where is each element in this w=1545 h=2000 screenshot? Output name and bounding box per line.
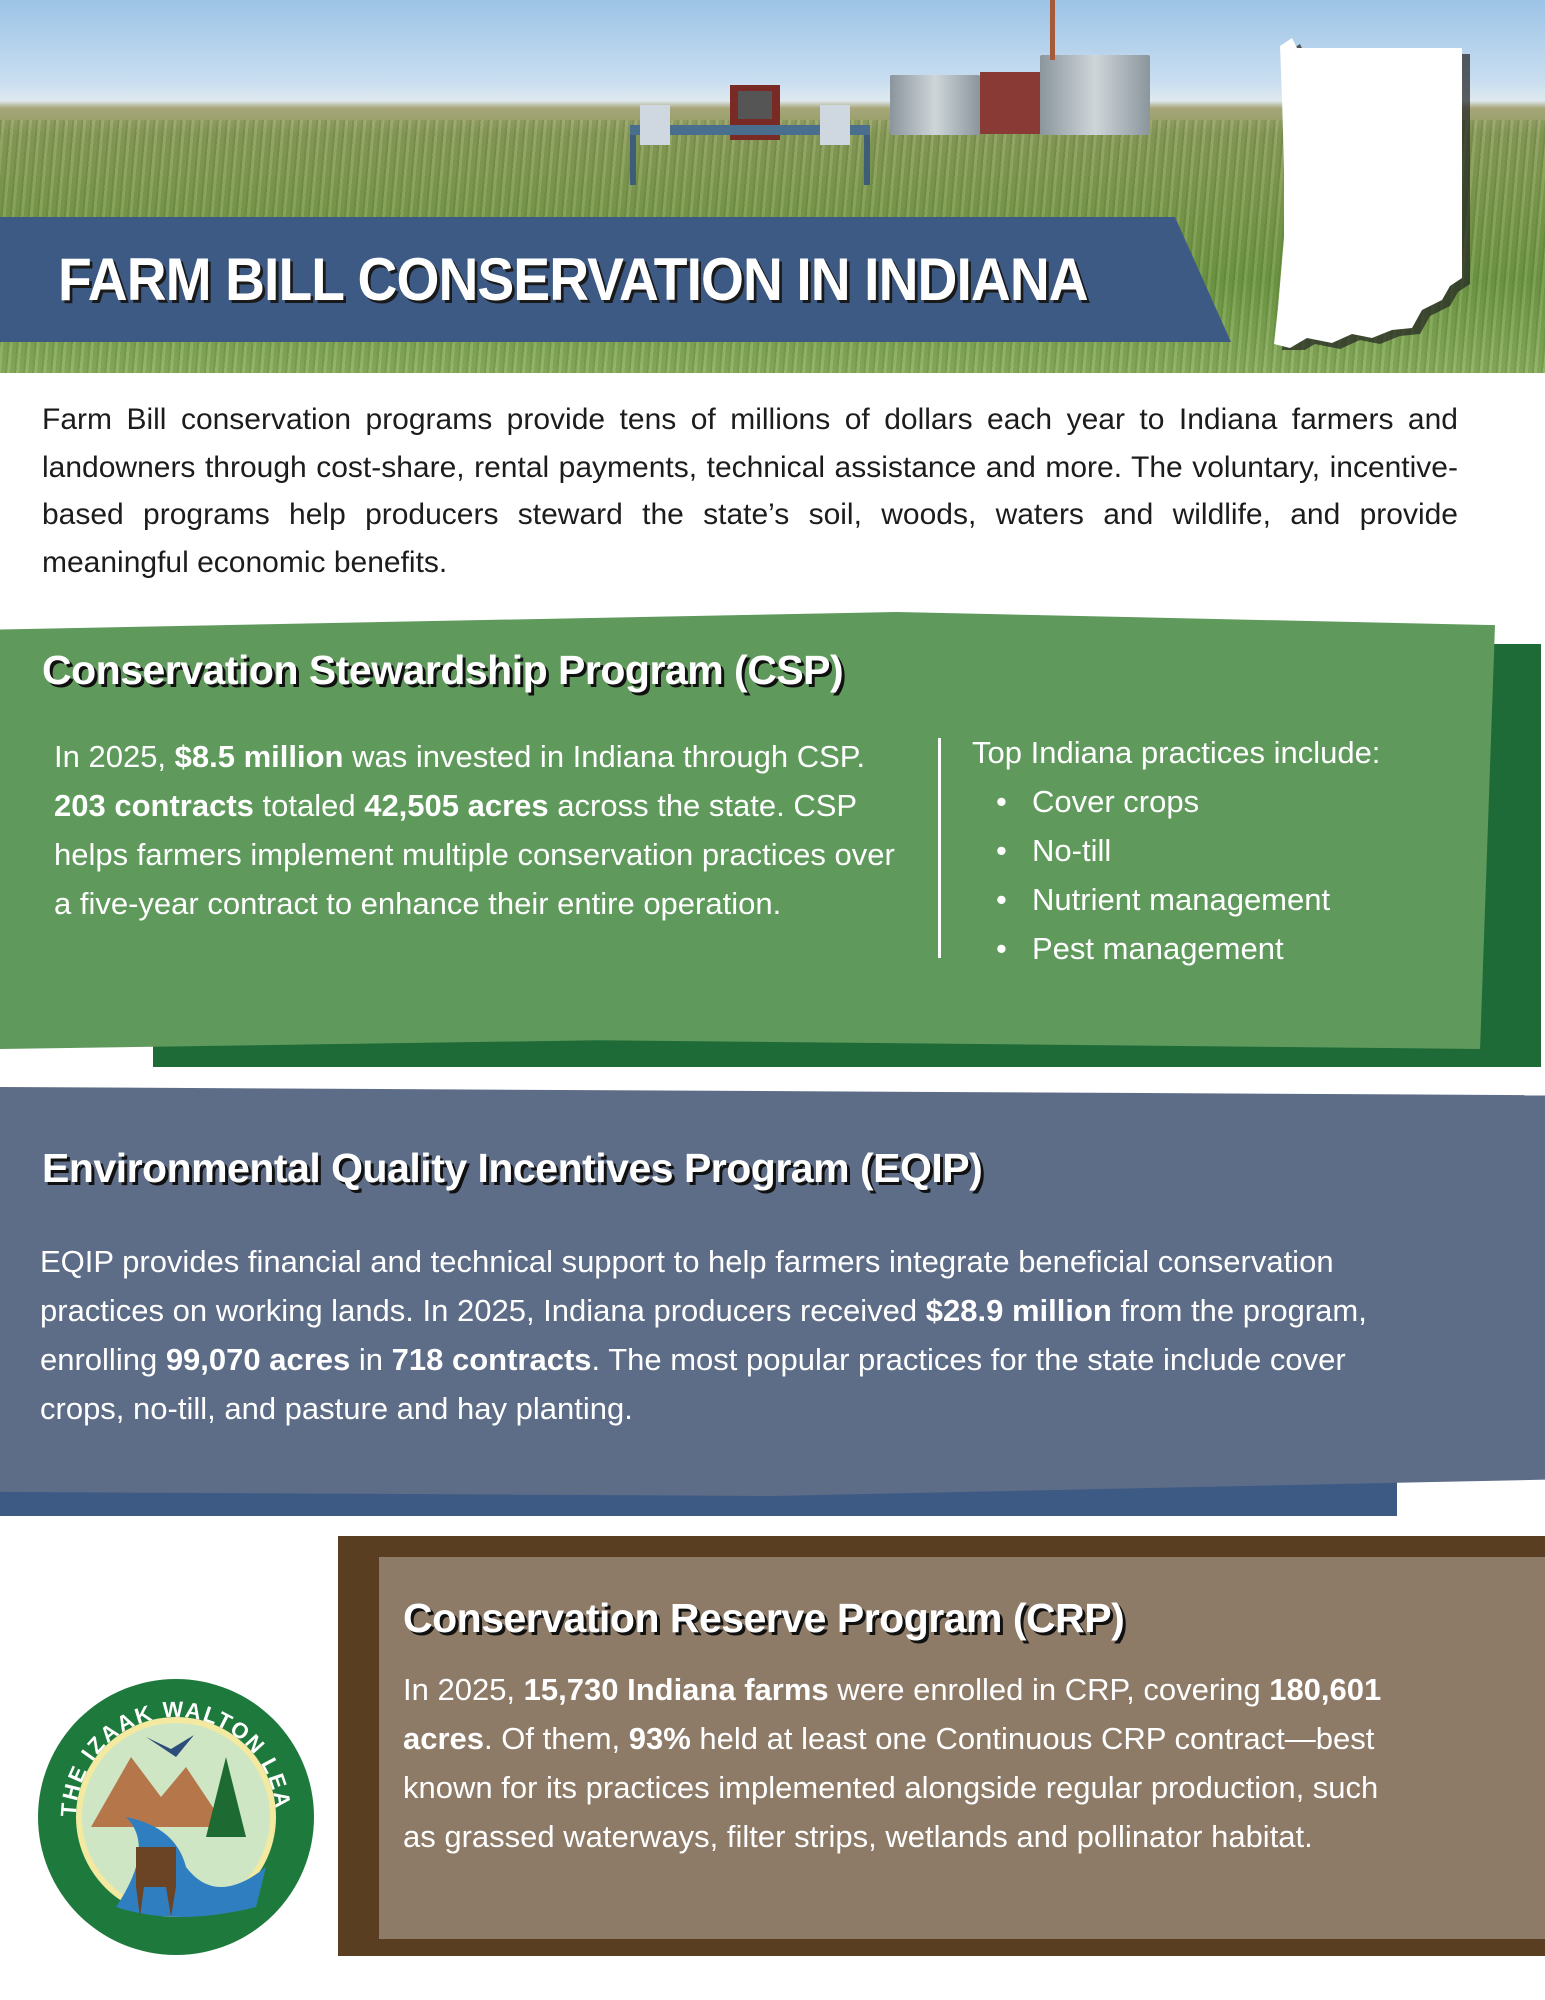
column-divider — [938, 738, 941, 958]
practice-item: Nutrient management — [972, 875, 1380, 924]
page-title: FARM BILL CONSERVATION IN INDIANA — [58, 246, 1089, 313]
text: In 2025, — [54, 739, 175, 774]
grain-silo — [1040, 55, 1150, 135]
csp-funding: $8.5 million — [174, 739, 344, 774]
izaak-walton-league-logo: THE IZAAK WALTON LEAGUE OF AMERICA — [36, 1677, 314, 1955]
text: . Of them, — [484, 1721, 629, 1756]
csp-description: In 2025, $8.5 million was invested in In… — [54, 732, 904, 928]
intro-paragraph: Farm Bill conservation programs provide … — [42, 403, 1458, 579]
crp-percent: 93% — [628, 1721, 691, 1756]
silo-leg — [1050, 0, 1055, 60]
eqip-contracts: 718 contracts — [391, 1342, 592, 1377]
practice-item: No-till — [972, 826, 1380, 875]
csp-contracts: 203 contracts — [54, 788, 254, 823]
crp-farms: 15,730 Indiana farms — [523, 1672, 829, 1707]
text: was invested in Indiana through CSP. — [343, 739, 866, 774]
csp-heading: Conservation Stewardship Program (CSP) — [42, 647, 844, 693]
eqip-heading: Environmental Quality Incentives Program… — [42, 1145, 983, 1191]
eqip-funding: $28.9 million — [925, 1293, 1112, 1328]
practices-list: Cover crops No-till Nutrient management … — [972, 777, 1380, 973]
eqip-panel: Environmental Quality Incentives Program… — [0, 1087, 1545, 1496]
grain-silo — [890, 75, 980, 135]
csp-acres: 42,505 acres — [364, 788, 549, 823]
text: . The most popular practices for the sta… — [40, 1342, 1346, 1426]
csp-panel: Conservation Stewardship Program (CSP) I… — [0, 612, 1495, 1049]
text: In 2025, — [403, 1672, 524, 1707]
practice-item: Cover crops — [972, 777, 1380, 826]
practices-label: Top Indiana practices include: — [972, 735, 1381, 770]
text: in — [350, 1342, 392, 1377]
barn — [980, 72, 1040, 134]
indiana-state-icon — [1274, 38, 1470, 350]
practice-item: Pest management — [972, 924, 1380, 973]
text: held at least one Continuous CRP contrac… — [403, 1721, 1379, 1854]
title-banner: FARM BILL CONSERVATION IN INDIANA — [0, 217, 1231, 342]
eqip-description: EQIP provides financial and technical su… — [40, 1237, 1400, 1433]
crp-description: In 2025, 15,730 Indiana farms were enrol… — [403, 1665, 1403, 1861]
text: from the program, enrolling — [40, 1293, 1367, 1377]
csp-practices: Top Indiana practices include: Cover cro… — [972, 728, 1380, 973]
crp-panel: Conservation Reserve Program (CRP) In 20… — [379, 1557, 1545, 1939]
text: were enrolled in CRP, covering — [828, 1672, 1270, 1707]
text: across the state. CSP helps farmers impl… — [54, 788, 895, 921]
eqip-acres: 99,070 acres — [165, 1342, 351, 1377]
crp-acres: 180,601 acres — [403, 1672, 1382, 1756]
text: EQIP provides financial and technical su… — [40, 1244, 1334, 1328]
tractor — [630, 85, 870, 185]
text: totaled — [253, 788, 365, 823]
crp-heading: Conservation Reserve Program (CRP) — [403, 1595, 1125, 1641]
